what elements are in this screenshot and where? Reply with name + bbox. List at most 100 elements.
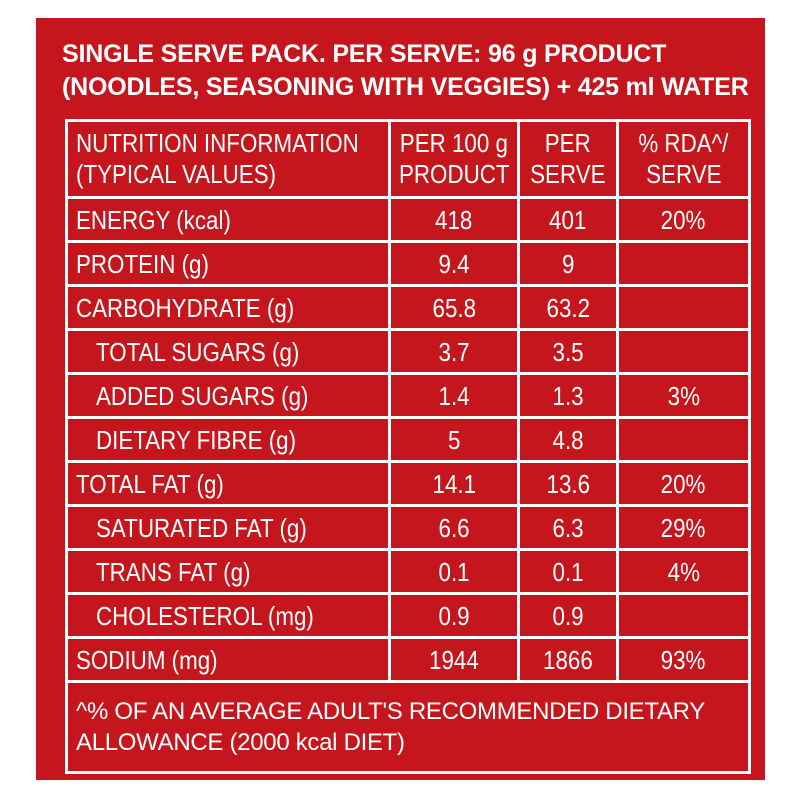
nutrient-name-cell-text: CHOLESTEROL (mg): [96, 600, 314, 631]
table-row: SATURATED FAT (g) 6.6 6.3 29%: [68, 507, 748, 551]
per-serve-value-cell-text: 1866: [543, 644, 593, 675]
nutrient-name-cell: DIETARY FIBRE (g): [68, 419, 391, 460]
column-header-per-100g: PER 100 g PRODUCT: [391, 122, 520, 196]
column-header-nutrient-line-1: NUTRITION INFORMATION: [76, 128, 359, 158]
table-row: TOTAL FAT (g) 14.1 13.6 20%: [68, 463, 748, 507]
serving-info-header: SINGLE SERVE PACK. PER SERVE: 96 g PRODU…: [62, 38, 749, 104]
nutrient-name-cell: SATURATED FAT (g): [68, 507, 391, 548]
per-100g-value-cell: 5: [391, 419, 520, 460]
per-100g-value-cell: 3.7: [391, 331, 520, 372]
column-header-per-serve: PER SERVE: [520, 122, 619, 196]
nutrient-name-cell-text: ENERGY (kcal): [76, 204, 231, 235]
table-row: ENERGY (kcal) 418 401 20%: [68, 199, 748, 243]
nutrient-name-cell: ADDED SUGARS (g): [68, 375, 391, 416]
nutrient-name-cell-text: TRANS FAT (g): [96, 556, 251, 587]
nutrient-name-cell-text: DIETARY FIBRE (g): [96, 424, 297, 455]
per-serve-value-cell-text: 13.6: [546, 468, 590, 499]
nutrient-name-cell-text: TOTAL SUGARS (g): [96, 336, 300, 367]
per-100g-value-cell-text: 1944: [429, 644, 479, 675]
table-row: TRANS FAT (g) 0.1 0.1 4%: [68, 551, 748, 595]
per-serve-value-cell-text: 6.3: [552, 512, 584, 543]
nutrition-panel: SINGLE SERVE PACK. PER SERVE: 96 g PRODU…: [36, 18, 765, 780]
nutrient-name-cell: PROTEIN (g): [68, 243, 391, 284]
table-row: SODIUM (mg) 1944 1866 93%: [68, 639, 748, 683]
per-serve-value-cell-text: 0.1: [552, 556, 584, 587]
rda-value-cell: 29%: [619, 507, 748, 548]
nutrient-name-cell: ENERGY (kcal): [68, 199, 391, 240]
rda-value-cell: 20%: [619, 463, 748, 504]
rda-value-cell-text: 20%: [661, 204, 706, 235]
per-100g-value-cell-text: 9.4: [438, 248, 470, 279]
rda-value-cell-text: 20%: [661, 468, 706, 499]
per-serve-value-cell-text: 0.9: [552, 600, 584, 631]
nutrient-name-cell: CARBOHYDRATE (g): [68, 287, 391, 328]
per-100g-value-cell: 418: [391, 199, 520, 240]
rda-value-cell-text: 29%: [661, 512, 706, 543]
per-100g-value-cell-text: 65.8: [432, 292, 476, 323]
per-serve-value-cell: 3.5: [520, 331, 619, 372]
rda-value-cell: [619, 595, 748, 636]
table-row: DIETARY FIBRE (g) 5 4.8: [68, 419, 748, 463]
per-100g-value-cell-text: 0.1: [438, 556, 470, 587]
per-100g-value-cell: 1.4: [391, 375, 520, 416]
per-serve-value-cell: 63.2: [520, 287, 619, 328]
per-serve-value-cell: 9: [520, 243, 619, 284]
column-header-per-serve-line-2: SERVE: [530, 159, 606, 189]
column-header-rda-line-2: SERVE: [645, 159, 722, 189]
per-100g-value-cell-text: 3.7: [438, 336, 470, 367]
per-100g-value-cell: 6.6: [391, 507, 520, 548]
table-row: CARBOHYDRATE (g) 65.8 63.2: [68, 287, 748, 331]
per-serve-value-cell: 0.1: [520, 551, 619, 592]
column-header-per-serve-line-1: PER: [545, 128, 591, 158]
per-serve-value-cell-text: 3.5: [552, 336, 584, 367]
table-row: PROTEIN (g) 9.4 9: [68, 243, 748, 287]
nutrient-name-cell: TRANS FAT (g): [68, 551, 391, 592]
per-serve-value-cell-text: 9: [561, 248, 575, 279]
nutrient-name-cell: SODIUM (mg): [68, 639, 391, 680]
serving-info-line-2: (NOODLES, SEASONING WITH VEGGIES) + 425 …: [62, 73, 749, 101]
per-100g-value-cell: 1944: [391, 639, 520, 680]
column-header-rda-line-1: % RDA^/: [638, 128, 729, 158]
nutrition-table: NUTRITION INFORMATION (TYPICAL VALUES) P…: [65, 119, 751, 774]
per-serve-value-cell: 13.6: [520, 463, 619, 504]
rda-value-cell: [619, 243, 748, 284]
per-serve-value-cell: 1.3: [520, 375, 619, 416]
per-100g-value-cell: 0.1: [391, 551, 520, 592]
table-row: ADDED SUGARS (g) 1.4 1.3 3%: [68, 375, 748, 419]
table-header-row: NUTRITION INFORMATION (TYPICAL VALUES) P…: [68, 122, 748, 199]
rda-value-cell: [619, 419, 748, 460]
rda-value-cell: [619, 331, 748, 372]
rda-value-cell: 20%: [619, 199, 748, 240]
rda-value-cell: 4%: [619, 551, 748, 592]
per-100g-value-cell: 14.1: [391, 463, 520, 504]
per-serve-value-cell-text: 4.8: [552, 424, 584, 455]
column-header-per-100g-line-2: PRODUCT: [398, 159, 510, 189]
per-100g-value-cell-text: 418: [435, 204, 473, 235]
rda-value-cell-text: 4%: [667, 556, 700, 587]
nutrient-name-cell: TOTAL FAT (g): [68, 463, 391, 504]
rda-value-cell: 93%: [619, 639, 748, 680]
rda-footnote-line-2: ALLOWANCE (2000 kcal DIET): [76, 729, 405, 756]
rda-footnote: ^% OF AN AVERAGE ADULT'S RECOMMENDED DIE…: [68, 683, 748, 771]
nutrient-name-cell: CHOLESTEROL (mg): [68, 595, 391, 636]
rda-value-cell-text: 93%: [661, 644, 706, 675]
per-serve-value-cell: 0.9: [520, 595, 619, 636]
table-row: CHOLESTEROL (mg) 0.9 0.9: [68, 595, 748, 639]
per-100g-value-cell: 65.8: [391, 287, 520, 328]
column-header-nutrient-line-2: (TYPICAL VALUES): [76, 159, 277, 189]
column-header-rda: % RDA^/ SERVE: [619, 122, 748, 196]
column-header-nutrient: NUTRITION INFORMATION (TYPICAL VALUES): [68, 122, 391, 196]
per-100g-value-cell-text: 5: [447, 424, 461, 455]
nutrient-name-cell-text: SODIUM (mg): [76, 644, 218, 675]
per-serve-value-cell: 4.8: [520, 419, 619, 460]
per-serve-value-cell: 1866: [520, 639, 619, 680]
nutrient-name-cell-text: PROTEIN (g): [76, 248, 209, 279]
per-100g-value-cell-text: 6.6: [438, 512, 470, 543]
per-serve-value-cell: 6.3: [520, 507, 619, 548]
nutrient-name-cell-text: CARBOHYDRATE (g): [76, 292, 295, 323]
per-serve-value-cell: 401: [520, 199, 619, 240]
column-header-per-100g-line-1: PER 100 g: [399, 128, 509, 158]
serving-info-line-1: SINGLE SERVE PACK. PER SERVE: 96 g PRODU…: [62, 40, 667, 68]
rda-footnote-line-1: ^% OF AN AVERAGE ADULT'S RECOMMENDED DIE…: [76, 698, 705, 725]
table-row: TOTAL SUGARS (g) 3.7 3.5: [68, 331, 748, 375]
